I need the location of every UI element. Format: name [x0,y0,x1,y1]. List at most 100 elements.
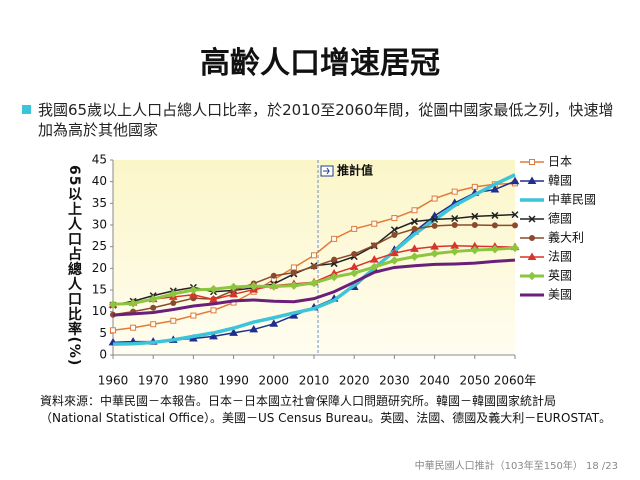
data-point [331,235,338,242]
data-point [329,272,339,282]
x-tick-label: 2050 [460,374,491,388]
annotation: 推計值 [337,163,373,178]
data-point [331,256,338,263]
data-point [290,269,297,276]
data-point [510,243,520,253]
series-line [112,173,516,346]
data-point [170,317,177,324]
legend-marker [529,159,535,165]
data-point [290,264,297,271]
data-point [491,222,498,229]
data-point [269,319,279,327]
data-point [430,242,439,250]
data-point [391,231,398,238]
legend-marker [527,252,537,260]
x-tick-label: 2020 [339,374,370,388]
data-point [411,225,418,232]
source-note: 資料來源：中華民國－本報告。日本－日本國立社會保障人口問題研究所。韓國－韓國國家… [40,394,612,425]
data-point [491,211,499,219]
data-point [390,248,399,257]
legend-label: 英國 [548,269,572,283]
data-point [390,256,399,265]
data-point [309,278,319,288]
data-point [450,247,459,256]
y-tick-label: 20 [92,261,107,275]
data-point [431,195,438,202]
y-tick-label: 15 [92,283,107,297]
x-tick-label: 2040 [419,374,450,388]
x-tick-label: 1980 [178,374,209,388]
data-point [209,284,218,294]
data-point [150,321,157,328]
legend-marker [529,235,535,241]
data-point [410,244,419,252]
data-point [189,290,198,298]
data-point [451,222,458,228]
chart: 0 5 10 15 20 25 30 35 40 45 1960 1970 1980 1990 2000 20… [92,153,596,388]
footer: 中華民國人口推計（103年至150年） 18 /23 [414,461,618,472]
data-point [512,222,518,229]
data-point [370,262,379,272]
bullet: 我國65歲以上人口占總人口比率，於2010至2060年間，從圖中國家最低之列，快… [22,100,618,140]
data-point [130,324,137,331]
data-point [270,272,277,279]
data-point [390,226,398,234]
y-tick-label: 45 [92,153,107,167]
data-point [110,327,116,334]
series-line [112,258,516,317]
data-point [209,295,218,303]
bullet-icon [22,105,31,114]
data-point [490,245,500,254]
legend-marker [527,176,537,184]
data-point [410,218,419,226]
data-point [351,225,358,232]
data-point [470,245,480,255]
data-point [351,251,358,258]
x-tick-label: 2030 [379,374,410,388]
legend-marker [527,271,537,281]
data-point [190,312,197,319]
y-axis-label: 65以上人口占總人口比率(%) [66,165,82,367]
data-point [371,242,378,249]
data-point [369,255,379,263]
data-point [169,289,178,299]
data-point [249,281,258,291]
legend-label: 法國 [548,250,572,264]
data-point [410,252,419,261]
y-tick-label: 10 [92,304,107,318]
data-point [511,211,519,219]
x-tick-label: 2060年 [494,374,537,388]
legend-label: 美國 [548,288,572,302]
data-point [431,222,438,229]
data-point [510,176,520,185]
data-point [471,222,478,228]
x-tick-label: 2010 [299,374,330,388]
data-point [249,324,259,333]
data-point [210,307,217,314]
data-point [170,300,177,306]
data-point [289,281,299,290]
data-point [311,252,317,259]
y-tick-label: 0 [99,348,107,362]
legend-label: 日本 [548,155,572,169]
data-point [148,294,158,304]
slide-title: 高齡人口增速居冠 [200,46,440,81]
data-point [229,289,238,298]
data-point [411,207,418,214]
arrow-icon [323,167,330,175]
x-tick-label: 1990 [218,374,249,388]
bullet-text: 我國65歲以上人口占總人口比率，於2010至2060年間，從圖中國家最低之列，快… [38,101,614,139]
data-point [451,214,459,223]
data-point [431,215,439,223]
x-tick-label: 1970 [138,374,169,388]
data-point [349,268,359,278]
x-tick-label: 2000 [259,374,290,388]
data-point [391,215,398,222]
legend-label: 中華民國 [548,192,596,207]
legend-label: 德國 [548,211,572,226]
legend-label: 韓國 [548,174,572,188]
y-tick-label: 40 [92,174,107,188]
y-tick-label: 5 [99,326,107,340]
data-point [269,282,279,291]
